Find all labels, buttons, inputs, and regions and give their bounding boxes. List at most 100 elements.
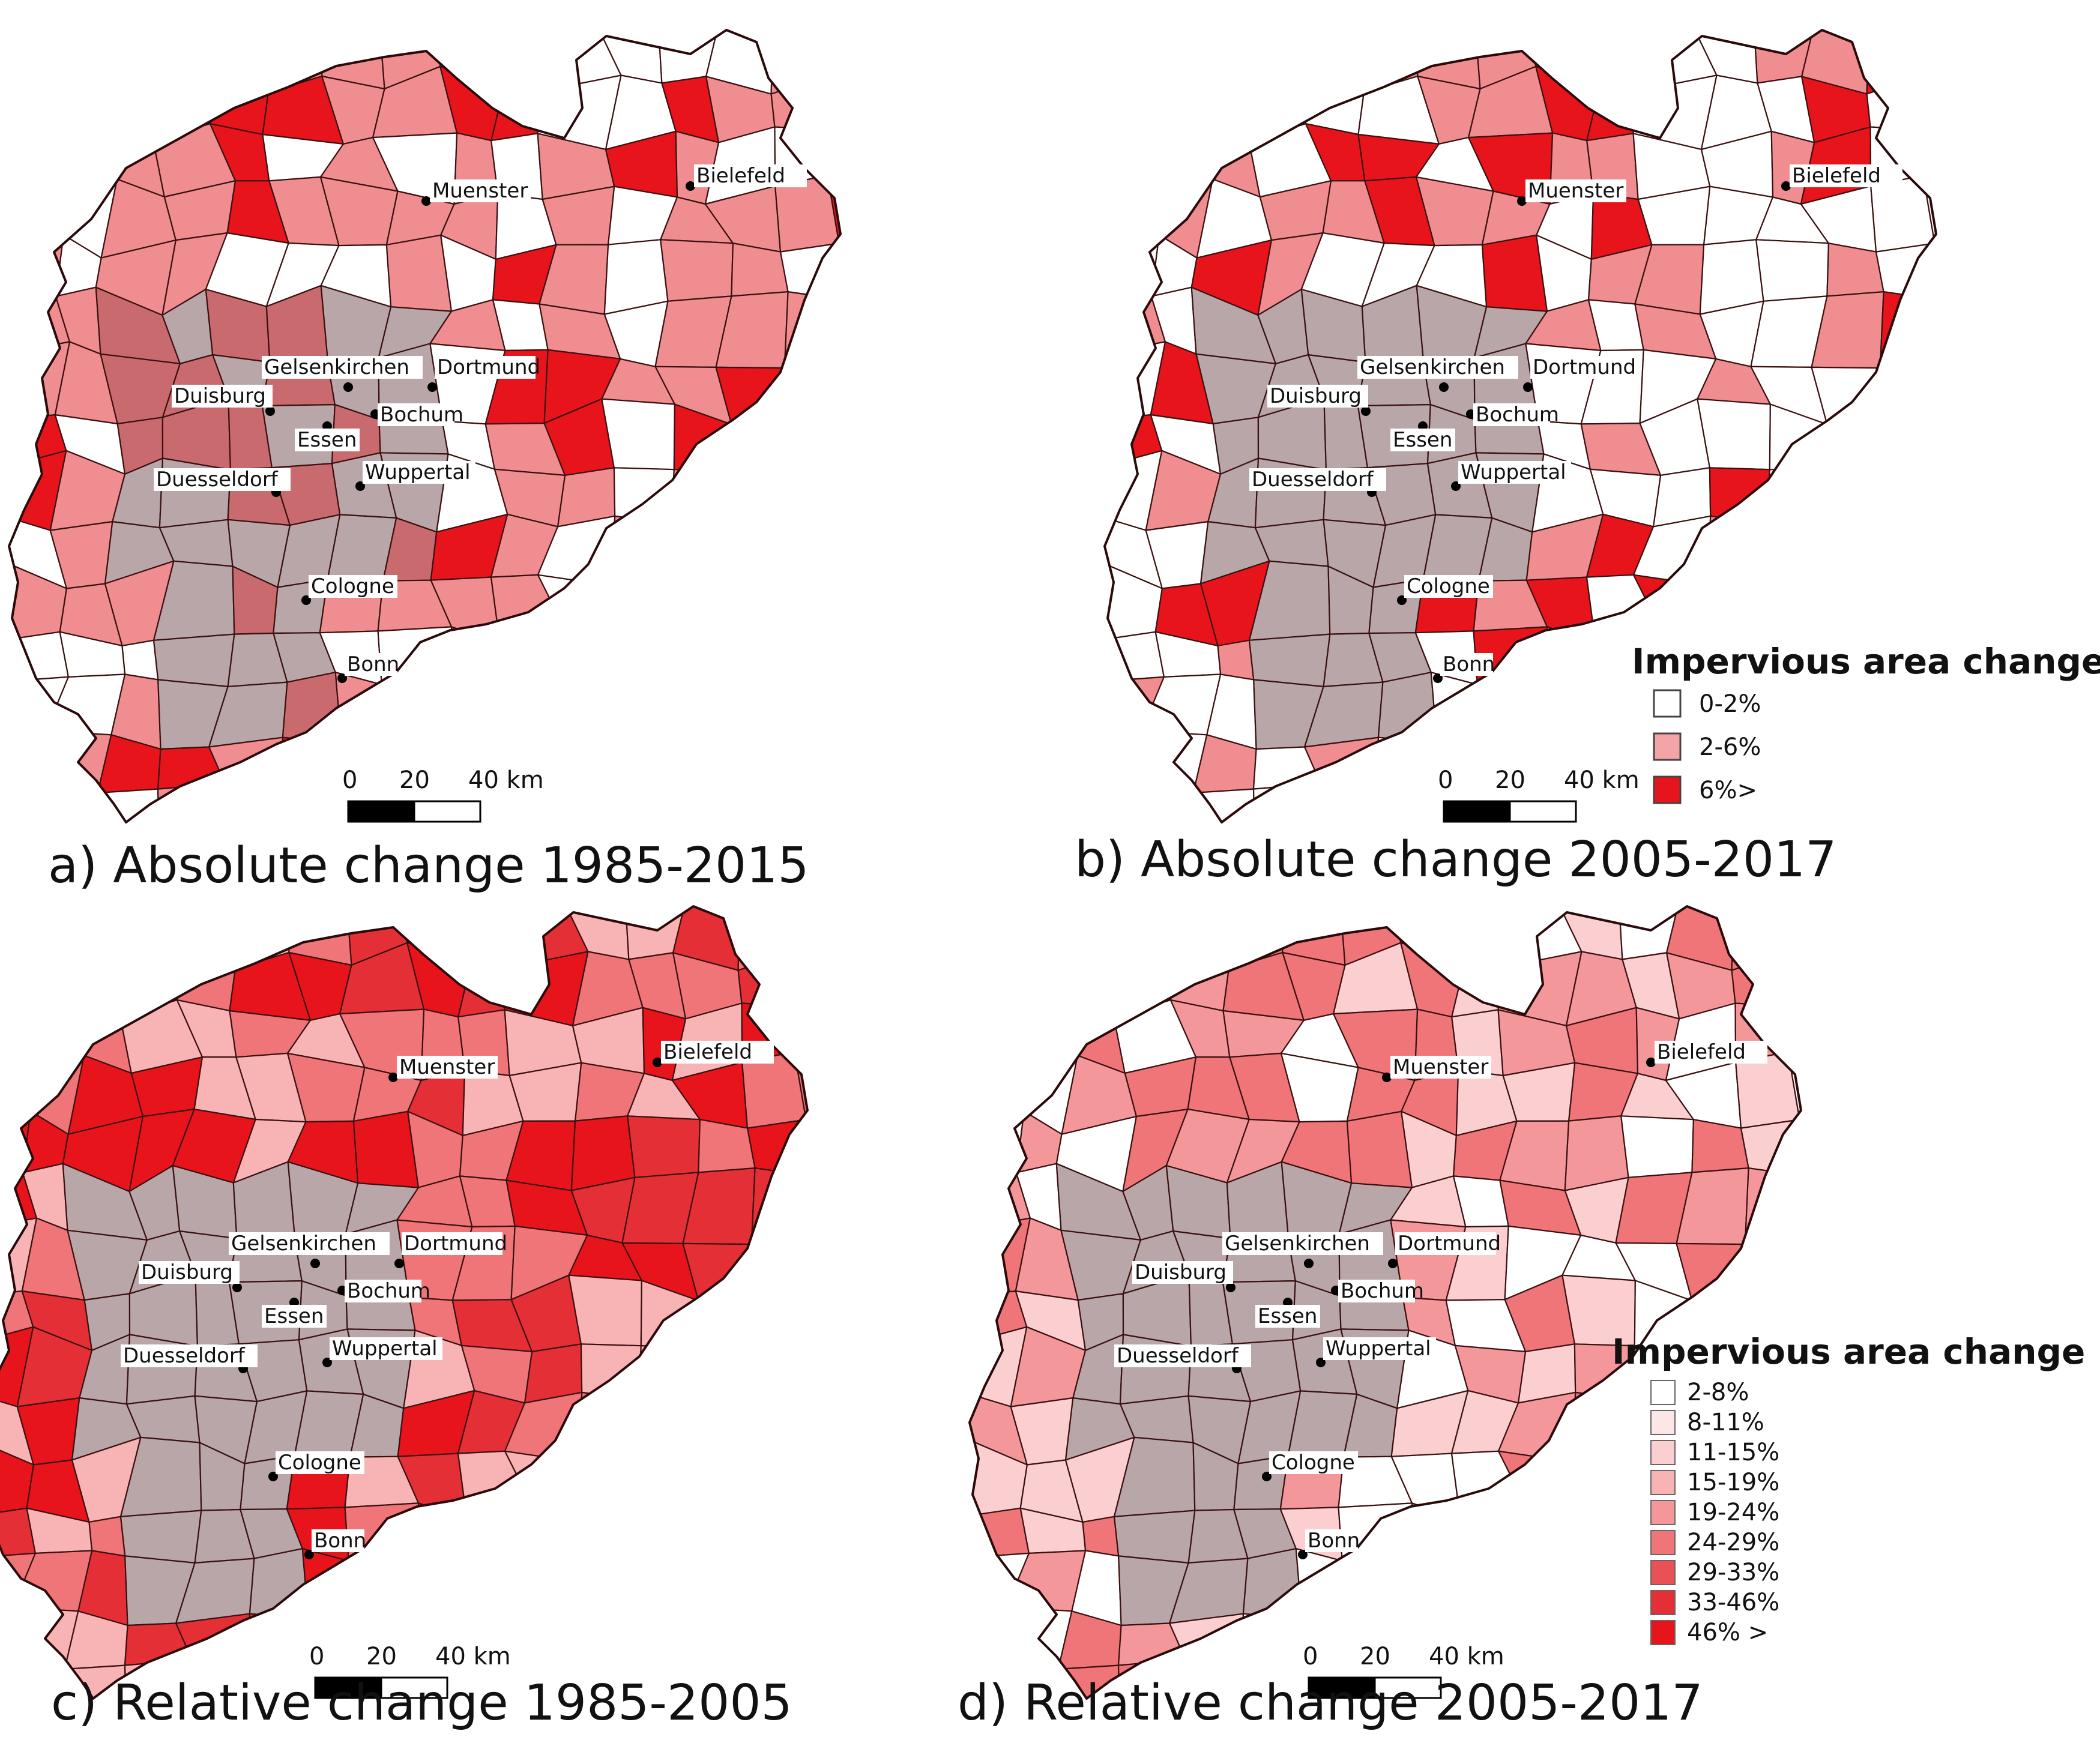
municipality-region bbox=[1788, 947, 1801, 1007]
municipality-region bbox=[1784, 1226, 1801, 1292]
city-label-background bbox=[1323, 1337, 1436, 1360]
municipality-region bbox=[466, 1495, 531, 1574]
municipality-region bbox=[1709, 467, 1770, 525]
municipality-region bbox=[177, 906, 259, 969]
city-marker: Wuppertal bbox=[1316, 1337, 1436, 1367]
municipality-region bbox=[1719, 1664, 1801, 1699]
city-label-background bbox=[1249, 468, 1386, 491]
map-panel-c: Muenster Bielefeld Gelsenkirchen Dortmund Du… bbox=[0, 905, 921, 1735]
municipality-region bbox=[822, 30, 840, 73]
city-marker: Duisburg bbox=[139, 1260, 242, 1292]
municipality-region bbox=[680, 1387, 753, 1450]
city-marker: Duisburg bbox=[1132, 1260, 1236, 1292]
municipality-region bbox=[152, 633, 235, 688]
legend-absolute-swatch-0 bbox=[1653, 689, 1682, 718]
municipality-region bbox=[282, 672, 342, 743]
municipality-region bbox=[839, 1673, 902, 1735]
city-dot bbox=[421, 196, 431, 206]
municipality-region bbox=[9, 730, 47, 799]
legend-relative-title: Impervious area change bbox=[1612, 1331, 2085, 1372]
municipality-region bbox=[970, 1110, 1025, 1174]
scale-bar-label: 0 bbox=[1438, 766, 1453, 794]
municipality-region bbox=[568, 1274, 643, 1347]
municipality-region bbox=[887, 307, 939, 369]
municipality-region bbox=[601, 398, 676, 471]
legend-relative-label: 29-33% bbox=[1687, 1559, 1779, 1586]
municipality-region bbox=[1146, 72, 1213, 129]
state-outline bbox=[8, 29, 842, 823]
municipality-region bbox=[611, 636, 667, 689]
city-label: Duisburg bbox=[141, 1260, 233, 1284]
city-label-background bbox=[345, 653, 397, 676]
municipality-region bbox=[861, 1280, 921, 1346]
municipality-region bbox=[1850, 1448, 1913, 1509]
municipality-region bbox=[790, 1664, 807, 1699]
municipality-region bbox=[402, 1556, 468, 1626]
municipality-region bbox=[1919, 349, 1936, 416]
municipality-region bbox=[714, 732, 774, 805]
municipality-region bbox=[875, 513, 949, 579]
municipality-region bbox=[1105, 234, 1160, 298]
municipality-region bbox=[695, 1294, 732, 1347]
city-label: Muenster bbox=[1528, 179, 1623, 203]
panel-a-title: a) Absolute change 1985-2015 bbox=[48, 837, 809, 894]
city-dot bbox=[310, 1259, 320, 1268]
municipality-region bbox=[580, 1343, 642, 1401]
municipality-region bbox=[790, 1340, 807, 1411]
municipality-region bbox=[737, 1387, 807, 1459]
municipality-region bbox=[1519, 1495, 1575, 1574]
municipality-region bbox=[970, 1606, 1007, 1675]
municipality-region bbox=[875, 465, 951, 519]
regions-a bbox=[9, 30, 951, 822]
city-marker: Gelsenkirchen bbox=[229, 1232, 390, 1268]
city-label-background bbox=[1390, 1056, 1491, 1079]
panel-b-title: b) Absolute change 2005-2017 bbox=[1075, 831, 1836, 888]
city-label: Duesseldorf bbox=[123, 1344, 246, 1368]
city-label: Gelsenkirchen bbox=[1360, 355, 1505, 379]
city-label-background bbox=[1357, 356, 1518, 379]
city-dot bbox=[427, 382, 437, 392]
municipality-region bbox=[1848, 1184, 1899, 1245]
legend-absolute: Impervious area change 0-2% 2-6% 6%> bbox=[1632, 641, 2100, 804]
panel-c-title: c) Relative change 1985-2005 bbox=[51, 1675, 792, 1732]
city-label: Gelsenkirchen bbox=[231, 1232, 376, 1256]
municipality-region bbox=[1919, 748, 1936, 801]
municipality-region bbox=[802, 1454, 807, 1516]
legend-relative-swatch bbox=[1650, 1620, 1676, 1645]
municipality-region bbox=[850, 1550, 907, 1632]
city-label-background bbox=[172, 385, 273, 408]
municipality-region bbox=[780, 1171, 807, 1229]
city-dot bbox=[1382, 1073, 1392, 1082]
municipality-region bbox=[1774, 1171, 1801, 1229]
municipality-region bbox=[499, 618, 564, 697]
municipality-region bbox=[843, 1005, 915, 1070]
municipality-region bbox=[103, 70, 168, 142]
city-label-background bbox=[276, 1451, 364, 1474]
city-label: Duesseldorf bbox=[1117, 1344, 1239, 1368]
legend-absolute-swatch-1 bbox=[1653, 732, 1682, 761]
municipality-region bbox=[848, 1120, 905, 1188]
city-label-background bbox=[694, 164, 807, 187]
city-marker: Bochum bbox=[370, 403, 463, 427]
municipality-region bbox=[823, 748, 840, 801]
municipality-region bbox=[9, 676, 69, 754]
municipality-region bbox=[417, 1502, 468, 1562]
city-label: Bonn bbox=[1308, 1529, 1360, 1553]
municipality-region bbox=[790, 1286, 807, 1343]
city-label-background bbox=[262, 356, 423, 379]
city-label: Bielefeld bbox=[1657, 1040, 1746, 1064]
city-label: Essen bbox=[264, 1304, 324, 1328]
municipality-region bbox=[9, 127, 69, 189]
municipality-region bbox=[1781, 1549, 1801, 1630]
city-marker: Cologne bbox=[301, 574, 397, 605]
city-label-background bbox=[229, 1232, 390, 1255]
city-marker: Bochum bbox=[337, 1279, 430, 1303]
municipality-region bbox=[794, 1051, 807, 1129]
city-label-background bbox=[1473, 403, 1550, 426]
scale-bar-segment bbox=[1509, 800, 1577, 823]
municipality-region bbox=[828, 70, 840, 131]
municipality-region bbox=[176, 942, 237, 1012]
city-marker: Muenster bbox=[1382, 1055, 1491, 1082]
municipality-region bbox=[787, 1508, 807, 1558]
municipality-region bbox=[1242, 1613, 1303, 1672]
